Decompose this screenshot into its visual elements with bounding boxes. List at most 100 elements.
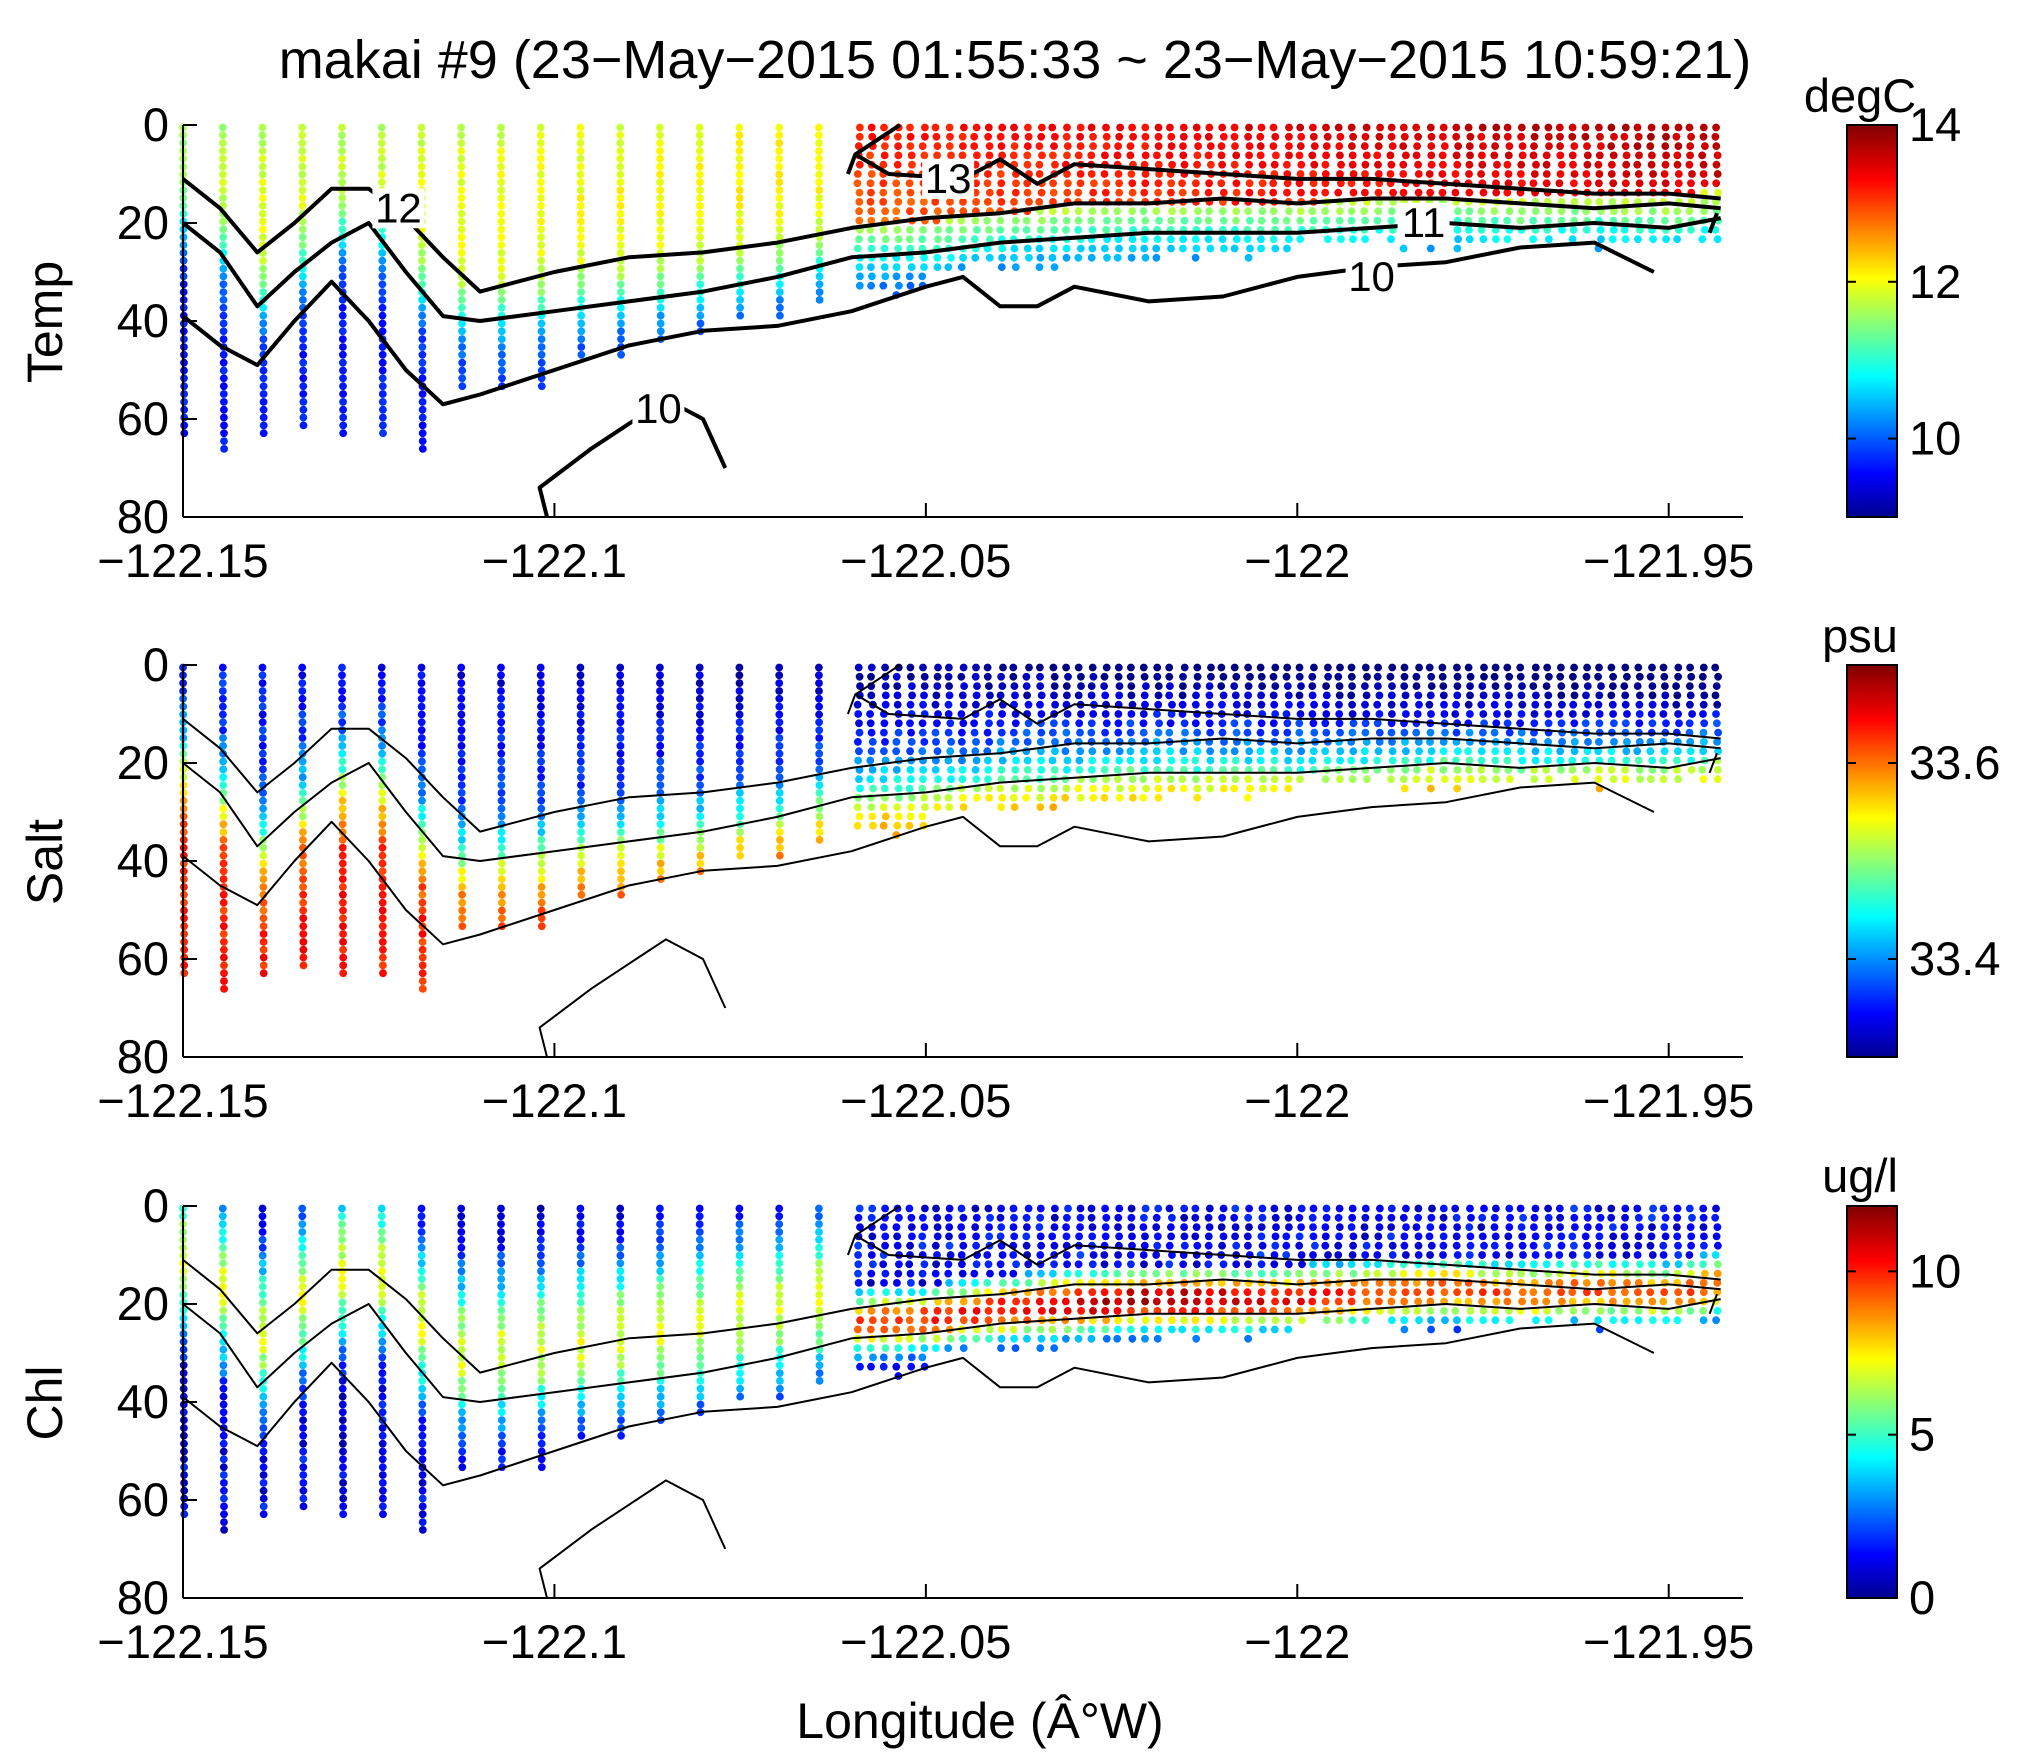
data-point — [1166, 123, 1174, 132]
data-point — [1063, 1260, 1071, 1269]
data-point — [1218, 1288, 1227, 1297]
data-point — [1555, 123, 1564, 132]
data-point — [972, 691, 981, 700]
data-point — [1595, 198, 1604, 206]
data-point — [298, 1322, 307, 1330]
data-point — [945, 663, 953, 672]
data-point — [1336, 132, 1345, 141]
data-point — [1165, 151, 1174, 160]
data-point — [1089, 142, 1097, 151]
data-point — [1194, 207, 1202, 216]
data-point — [616, 1282, 625, 1291]
data-point — [815, 280, 824, 289]
data-point — [577, 890, 586, 899]
data-point — [1036, 1325, 1045, 1334]
data-point — [1608, 1260, 1617, 1269]
data-point — [895, 281, 903, 290]
data-point — [1244, 719, 1252, 728]
data-point — [1154, 132, 1163, 141]
data-point — [379, 961, 387, 970]
data-point — [1128, 188, 1137, 197]
data-point — [1660, 1288, 1669, 1297]
data-point — [656, 1290, 665, 1299]
data-point — [617, 350, 625, 359]
data-point — [696, 1282, 704, 1291]
data-point — [497, 1251, 505, 1260]
data-point — [378, 789, 387, 797]
data-point — [1454, 1297, 1462, 1306]
data-point — [1634, 1307, 1643, 1315]
data-point — [1570, 1213, 1579, 1222]
data-point — [1375, 1223, 1384, 1231]
data-point — [1295, 719, 1304, 728]
data-point — [1179, 747, 1188, 756]
data-point — [1454, 142, 1462, 151]
data-point — [1531, 1251, 1540, 1259]
data-point — [418, 437, 427, 445]
data-point — [1620, 1307, 1628, 1315]
data-point — [1310, 728, 1319, 737]
data-point — [1076, 1279, 1084, 1287]
data-point — [418, 405, 427, 414]
data-point — [1347, 1288, 1356, 1297]
data-point — [1387, 132, 1396, 141]
data-point — [1049, 216, 1058, 225]
data-point — [1049, 663, 1058, 672]
data-point — [1597, 235, 1605, 244]
data-point — [1621, 766, 1629, 774]
data-point — [1063, 142, 1072, 151]
data-point — [1607, 663, 1616, 672]
data-point — [1141, 1316, 1150, 1325]
data-point — [1607, 1307, 1616, 1315]
data-point — [497, 1400, 506, 1409]
data-point — [338, 1267, 347, 1276]
data-point — [418, 1392, 427, 1401]
data-point — [497, 773, 506, 782]
data-point — [984, 123, 993, 132]
data-point — [537, 1377, 546, 1385]
data-point — [378, 1439, 387, 1448]
data-point — [536, 131, 545, 140]
data-point — [1375, 728, 1384, 737]
data-point — [895, 1213, 903, 1222]
data-point — [1050, 1213, 1059, 1222]
data-point — [1609, 682, 1617, 690]
data-point — [775, 718, 784, 727]
data-point — [378, 867, 387, 876]
data-point — [985, 188, 994, 197]
data-point — [1296, 775, 1304, 784]
data-point — [1126, 1325, 1135, 1334]
data-point — [1127, 1213, 1136, 1222]
contour-line — [846, 693, 1721, 740]
data-point — [866, 1325, 875, 1334]
data-point — [617, 851, 625, 860]
data-point — [220, 961, 228, 970]
data-point — [180, 398, 189, 406]
data-point — [1022, 1232, 1031, 1241]
data-point — [497, 217, 506, 226]
data-point — [869, 1353, 877, 1362]
data-point — [1544, 700, 1552, 709]
data-point — [219, 1345, 228, 1354]
data-point — [736, 311, 745, 320]
data-point — [881, 1241, 889, 1250]
scatter-chl — [179, 1204, 1722, 1534]
data-point — [696, 186, 704, 195]
data-point — [339, 374, 347, 383]
data-point — [418, 1518, 427, 1526]
data-point — [1074, 216, 1083, 225]
data-point — [497, 663, 505, 672]
data-point — [1141, 253, 1150, 262]
data-point — [339, 413, 348, 422]
data-point — [1413, 766, 1421, 774]
data-point — [378, 249, 387, 257]
data-point — [1386, 766, 1395, 774]
data-point — [918, 1334, 927, 1343]
data-point — [815, 1377, 824, 1385]
data-point — [983, 244, 992, 253]
data-point — [696, 225, 704, 234]
data-point — [1049, 803, 1058, 811]
data-point — [656, 1384, 665, 1393]
data-point — [417, 1275, 426, 1283]
data-point — [1206, 1288, 1214, 1297]
